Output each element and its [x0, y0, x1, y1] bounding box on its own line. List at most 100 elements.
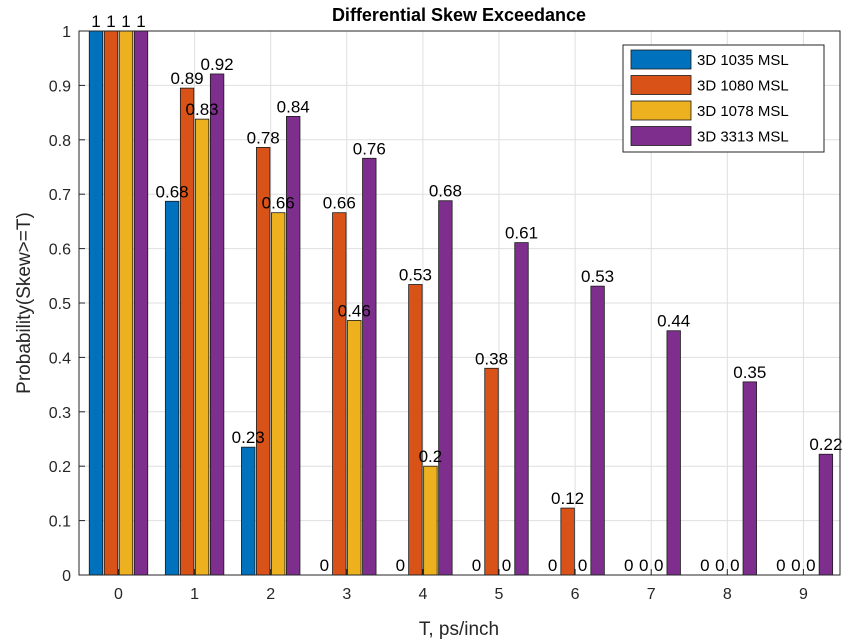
legend-swatch — [630, 75, 692, 95]
bar-value-label: 0.68 — [156, 182, 189, 201]
legend-entry-label: 3D 3313 MSL — [697, 129, 789, 146]
bar-value-label: 0.44 — [657, 312, 690, 331]
y-tick-label: 0.6 — [49, 242, 71, 259]
bar — [209, 73, 225, 576]
bar — [271, 212, 286, 576]
legend-swatch — [630, 100, 692, 121]
bar-value-label: 0 — [624, 556, 633, 575]
bar-value-label: 0.83 — [186, 100, 219, 119]
bar-value-label: 0.61 — [505, 224, 538, 243]
x-tick-label: 8 — [723, 586, 732, 603]
bar-value-label: 0.89 — [171, 69, 204, 88]
bar — [590, 285, 605, 576]
bar-value-label: 0.53 — [581, 267, 614, 286]
y-tick-label: 1 — [62, 24, 71, 41]
bar-value-label: 0 — [548, 556, 557, 575]
bar-value-label: 0.66 — [323, 194, 356, 213]
bar — [164, 200, 180, 576]
bar — [818, 453, 834, 576]
bar-value-label: 0 — [639, 556, 648, 575]
bar-value-label: 0.22 — [809, 435, 842, 454]
x-tick-label: 5 — [495, 586, 504, 603]
legend-entry-label: 3D 1078 MSL — [697, 103, 789, 120]
x-axis-title: T, ps/inch — [419, 619, 499, 640]
x-tick-label: 0 — [114, 586, 123, 603]
bar — [103, 30, 119, 576]
bar-value-label: 0.53 — [399, 266, 432, 285]
bar — [88, 30, 104, 576]
bar — [332, 212, 347, 576]
x-tick-label: 1 — [190, 586, 199, 603]
y-tick-label: 0.9 — [49, 78, 71, 95]
bar-value-label: 1 — [91, 12, 100, 31]
bar-value-label: 1 — [136, 12, 145, 31]
bar — [514, 242, 529, 576]
bar — [286, 116, 301, 576]
bar — [133, 30, 149, 576]
bar-value-label: 0 — [578, 556, 587, 575]
bar-value-label: 0.68 — [429, 182, 462, 201]
bar — [560, 507, 575, 576]
bar-value-label: 0 — [791, 556, 800, 575]
bar-value-label: 0.23 — [232, 428, 265, 447]
bar-value-label: 0.12 — [551, 489, 584, 508]
legend: 3D 1035 MSL 3D 1080 MSL 3D 1078 MSL 3D 3313… — [622, 44, 825, 153]
bar — [484, 367, 499, 576]
bar-value-label: 0.35 — [733, 363, 766, 382]
y-tick-label: 0.2 — [49, 459, 71, 476]
bar-value-label: 0.38 — [475, 349, 508, 368]
bar — [423, 465, 438, 576]
bar-value-label: 0 — [396, 556, 405, 575]
bar-value-label: 0 — [700, 556, 709, 575]
legend-entry-label: 3D 1035 MSL — [697, 52, 789, 69]
y-axis-title: Probability(Skew>=T) — [14, 212, 35, 394]
bar-value-label: 0 — [502, 556, 511, 575]
bar-value-label: 0.76 — [353, 139, 386, 158]
bar-value-label: 0 — [654, 556, 663, 575]
bar — [742, 381, 757, 576]
bar-value-label: 1 — [106, 12, 115, 31]
x-tick-label: 6 — [571, 586, 580, 603]
y-tick-label: 0.7 — [49, 187, 71, 204]
bar-value-label: 0 — [730, 556, 739, 575]
chart-title: Differential Skew Exceedance — [332, 5, 586, 25]
bar-value-label: 0.2 — [419, 447, 443, 466]
y-tick-label: 0.8 — [49, 133, 71, 150]
x-tick-label: 2 — [266, 586, 275, 603]
data-labels: 10.680.230 0 0 0 0 0 010.890.780.660.530.380.1… — [91, 12, 842, 575]
y-tick-label: 0.4 — [49, 350, 71, 367]
bar — [347, 320, 362, 576]
x-axis-ticks: 0 1 2 3 4 5 6 7 8 9 — [114, 569, 808, 603]
bar-value-label: 0 — [776, 556, 785, 575]
bar — [438, 200, 453, 576]
bar-value-label: 1 — [121, 12, 130, 31]
x-tick-label: 4 — [418, 586, 427, 603]
y-tick-label: 0.3 — [49, 405, 71, 422]
bar-value-label: 0 — [806, 556, 815, 575]
legend-swatch — [630, 49, 692, 70]
bar-value-label: 0.78 — [247, 128, 280, 147]
bar-value-label: 0 — [472, 556, 481, 575]
bar — [666, 330, 681, 576]
y-tick-label: 0 — [62, 568, 71, 585]
y-axis-ticks: 0 0.1 0.2 0.3 0.4 0.5 0.6 0.7 0.8 0.9 1 — [49, 24, 85, 585]
y-tick-label: 0.1 — [49, 514, 71, 531]
x-tick-label: 7 — [647, 586, 656, 603]
bar — [408, 284, 423, 576]
x-tick-label: 9 — [799, 586, 808, 603]
bar-value-label: 0.46 — [338, 301, 371, 320]
legend-entry-label: 3D 1080 MSL — [697, 78, 789, 95]
bar-value-label: 0 — [320, 556, 329, 575]
bar-value-label: 0.66 — [262, 194, 295, 213]
legend-swatch — [630, 126, 692, 146]
bar — [179, 87, 195, 576]
y-tick-label: 0.5 — [49, 296, 71, 313]
bar-value-label: 0.84 — [277, 97, 310, 116]
bar — [362, 157, 377, 576]
bar — [241, 446, 256, 576]
bar — [194, 118, 210, 576]
bar — [118, 30, 134, 576]
bar-value-label: 0 — [715, 556, 724, 575]
x-tick-label: 3 — [342, 586, 351, 603]
